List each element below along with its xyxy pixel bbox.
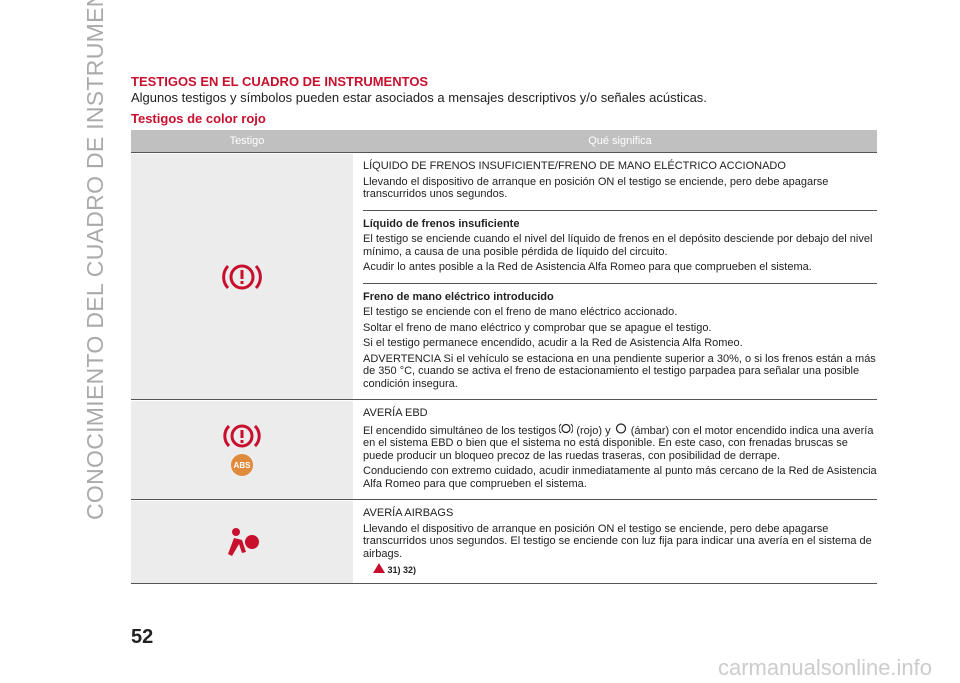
paragraph: El testigo se enciende cuando el nivel d… (363, 233, 873, 258)
section-title: AVERÍA AIRBAGS (363, 507, 454, 519)
ebd-icons: ABS (223, 424, 261, 476)
paragraph: Llevando el dispositivo de arranque en p… (363, 522, 872, 560)
text: (ámbar) con el motor encendido indica un… (363, 424, 874, 462)
title: TESTIGOS EN EL CUADRO DE INSTRUMENTOS (131, 74, 429, 89)
paragraph: Si el testigo permanece encendido, acudi… (363, 337, 743, 349)
paragraph: Conduciendo con extremo cuidado, acudir … (363, 465, 877, 490)
table-header: Testigo Qué significa (131, 130, 877, 153)
column-header: Qué significa (588, 135, 652, 147)
page-number: 52 (131, 626, 154, 648)
watermark: carmanualsonline.info (718, 655, 933, 680)
brake-icon (222, 264, 262, 289)
paragraph: ADVERTENCIA Si el vehículo se estaciona … (363, 352, 876, 390)
intro: Algunos testigos y símbolos pueden estar… (131, 90, 707, 105)
subtitle: Testigos de color rojo (131, 111, 266, 126)
table: Testigo Qué significa LÍQUIDO DE FRENOS I… (131, 130, 877, 584)
note-ref: 31) 32) (387, 565, 417, 575)
column-header: Testigo (229, 135, 265, 147)
paragraph: Llevando el dispositivo de arranque en p… (363, 175, 829, 201)
section-title: Líquido de frenos insuficiente (363, 217, 520, 230)
icon-cell: ABS (131, 401, 353, 499)
side-title: CONOCIMIENTO DEL CUADRO DE INSTRUMENTOS (82, 0, 108, 520)
icon-cell (131, 501, 353, 583)
row: AVERÍA AIRBAGS Llevando el dispositivo de… (131, 500, 877, 584)
text: El encendido simultáneo de los testigos (363, 424, 557, 437)
airbag-icon (228, 527, 259, 556)
text: (rojo) y (576, 424, 611, 437)
icon-cell (131, 154, 353, 399)
section-title: LÍQUIDO DE FRENOS INSUFICIENTE/FRENO DE … (363, 160, 786, 172)
inline-icon (615, 422, 626, 434)
paragraph: Acudir lo antes posible a la Red de Asis… (363, 261, 812, 273)
row: ABS AVERÍA EBD El encendido simultáneo d… (131, 400, 877, 500)
paragraph: Soltar el freno de mano eléctrico y comp… (363, 321, 712, 334)
svg-text:ABS: ABS (234, 461, 252, 470)
row: LÍQUIDO DE FRENOS INSUFICIENTE/FRENO DE … (131, 153, 877, 400)
section-title: Freno de mano eléctrico introducido (363, 290, 554, 303)
warning-icon (373, 563, 385, 573)
inline-icon (558, 423, 574, 433)
paragraph: El testigo se enciende con el freno de m… (363, 306, 678, 318)
paragraph: El encendido simultáneo de los testigos … (363, 422, 877, 463)
section-title: AVERÍA EBD (363, 407, 428, 419)
footnote: 31) 32) (363, 563, 877, 577)
